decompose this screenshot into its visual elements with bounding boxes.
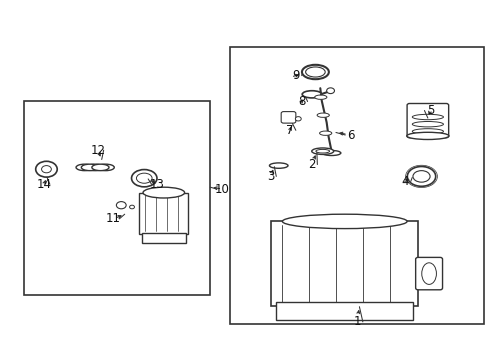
Text: 5: 5 — [426, 104, 433, 117]
Ellipse shape — [406, 132, 448, 139]
Circle shape — [36, 161, 57, 177]
FancyBboxPatch shape — [229, 47, 483, 324]
FancyBboxPatch shape — [139, 193, 188, 234]
Text: 6: 6 — [346, 129, 354, 141]
Ellipse shape — [411, 129, 443, 134]
Ellipse shape — [76, 164, 93, 171]
Text: 9: 9 — [291, 69, 299, 82]
Ellipse shape — [322, 150, 340, 156]
Ellipse shape — [97, 164, 114, 171]
Text: 13: 13 — [150, 178, 164, 191]
Ellipse shape — [314, 95, 326, 99]
Text: 10: 10 — [215, 183, 229, 195]
FancyBboxPatch shape — [24, 101, 210, 295]
Text: 14: 14 — [37, 178, 51, 191]
FancyBboxPatch shape — [415, 257, 442, 290]
Text: 2: 2 — [307, 158, 315, 171]
Ellipse shape — [407, 166, 435, 186]
Ellipse shape — [305, 67, 325, 77]
Text: 8: 8 — [297, 95, 305, 108]
FancyBboxPatch shape — [406, 104, 447, 138]
Ellipse shape — [421, 263, 435, 284]
Ellipse shape — [269, 163, 287, 168]
Circle shape — [41, 166, 51, 173]
Ellipse shape — [131, 170, 157, 187]
Text: 4: 4 — [400, 175, 408, 188]
Ellipse shape — [311, 148, 333, 154]
Circle shape — [295, 117, 301, 121]
Circle shape — [116, 202, 126, 209]
Ellipse shape — [282, 214, 406, 229]
Ellipse shape — [136, 173, 152, 183]
Ellipse shape — [92, 164, 109, 171]
Ellipse shape — [81, 164, 98, 171]
Text: 11: 11 — [106, 212, 121, 225]
Text: 3: 3 — [266, 170, 274, 183]
Ellipse shape — [412, 171, 429, 182]
Ellipse shape — [86, 164, 103, 171]
Ellipse shape — [142, 187, 184, 198]
Ellipse shape — [411, 114, 443, 120]
Ellipse shape — [315, 149, 329, 153]
Text: 12: 12 — [90, 144, 105, 157]
Ellipse shape — [411, 122, 443, 127]
FancyBboxPatch shape — [281, 112, 295, 123]
Ellipse shape — [316, 113, 329, 117]
FancyBboxPatch shape — [142, 233, 185, 243]
Circle shape — [129, 205, 134, 209]
FancyBboxPatch shape — [271, 221, 417, 306]
Circle shape — [326, 88, 334, 94]
Ellipse shape — [302, 91, 321, 98]
FancyBboxPatch shape — [276, 302, 412, 320]
Text: 7: 7 — [285, 124, 293, 137]
Ellipse shape — [302, 65, 328, 79]
Text: 1: 1 — [352, 315, 360, 328]
Ellipse shape — [319, 131, 331, 135]
